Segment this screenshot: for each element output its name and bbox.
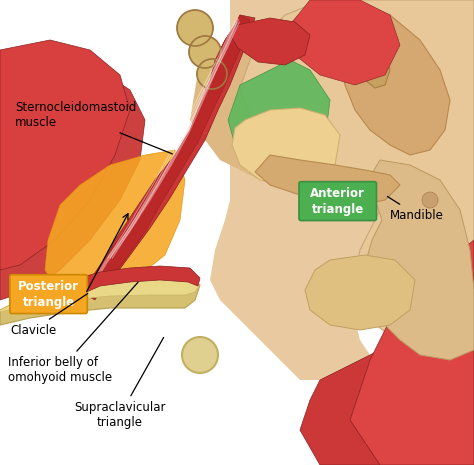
Polygon shape — [232, 108, 340, 185]
Polygon shape — [230, 18, 310, 65]
Text: Mandible: Mandible — [387, 197, 444, 221]
Polygon shape — [365, 160, 474, 360]
Polygon shape — [0, 40, 130, 270]
Polygon shape — [0, 60, 145, 300]
Text: Supraclavicular
triangle: Supraclavicular triangle — [74, 338, 166, 429]
Text: Clavicle: Clavicle — [10, 293, 88, 337]
Polygon shape — [360, 50, 390, 88]
Circle shape — [182, 337, 218, 373]
Circle shape — [422, 192, 438, 208]
Circle shape — [197, 59, 227, 89]
FancyBboxPatch shape — [299, 182, 376, 220]
Text: Anterior
triangle: Anterior triangle — [310, 186, 365, 216]
Polygon shape — [305, 255, 415, 330]
Polygon shape — [310, 0, 450, 155]
Polygon shape — [210, 0, 474, 380]
Circle shape — [189, 36, 221, 68]
Polygon shape — [228, 60, 330, 175]
Polygon shape — [85, 15, 250, 300]
FancyBboxPatch shape — [10, 275, 87, 313]
Polygon shape — [255, 155, 400, 205]
Text: Inferior belly of
omohyoid muscle: Inferior belly of omohyoid muscle — [8, 282, 138, 384]
Polygon shape — [300, 260, 474, 465]
Circle shape — [177, 10, 213, 46]
Polygon shape — [75, 266, 200, 294]
Polygon shape — [90, 15, 255, 305]
Text: Sternocleidomastoid
muscle: Sternocleidomastoid muscle — [15, 101, 173, 154]
Polygon shape — [285, 0, 400, 85]
Polygon shape — [0, 278, 200, 325]
Polygon shape — [45, 150, 185, 290]
Polygon shape — [240, 0, 474, 360]
Polygon shape — [350, 240, 474, 465]
Text: Posterior
triangle: Posterior triangle — [18, 279, 79, 309]
Polygon shape — [190, 20, 400, 180]
Polygon shape — [0, 278, 200, 312]
